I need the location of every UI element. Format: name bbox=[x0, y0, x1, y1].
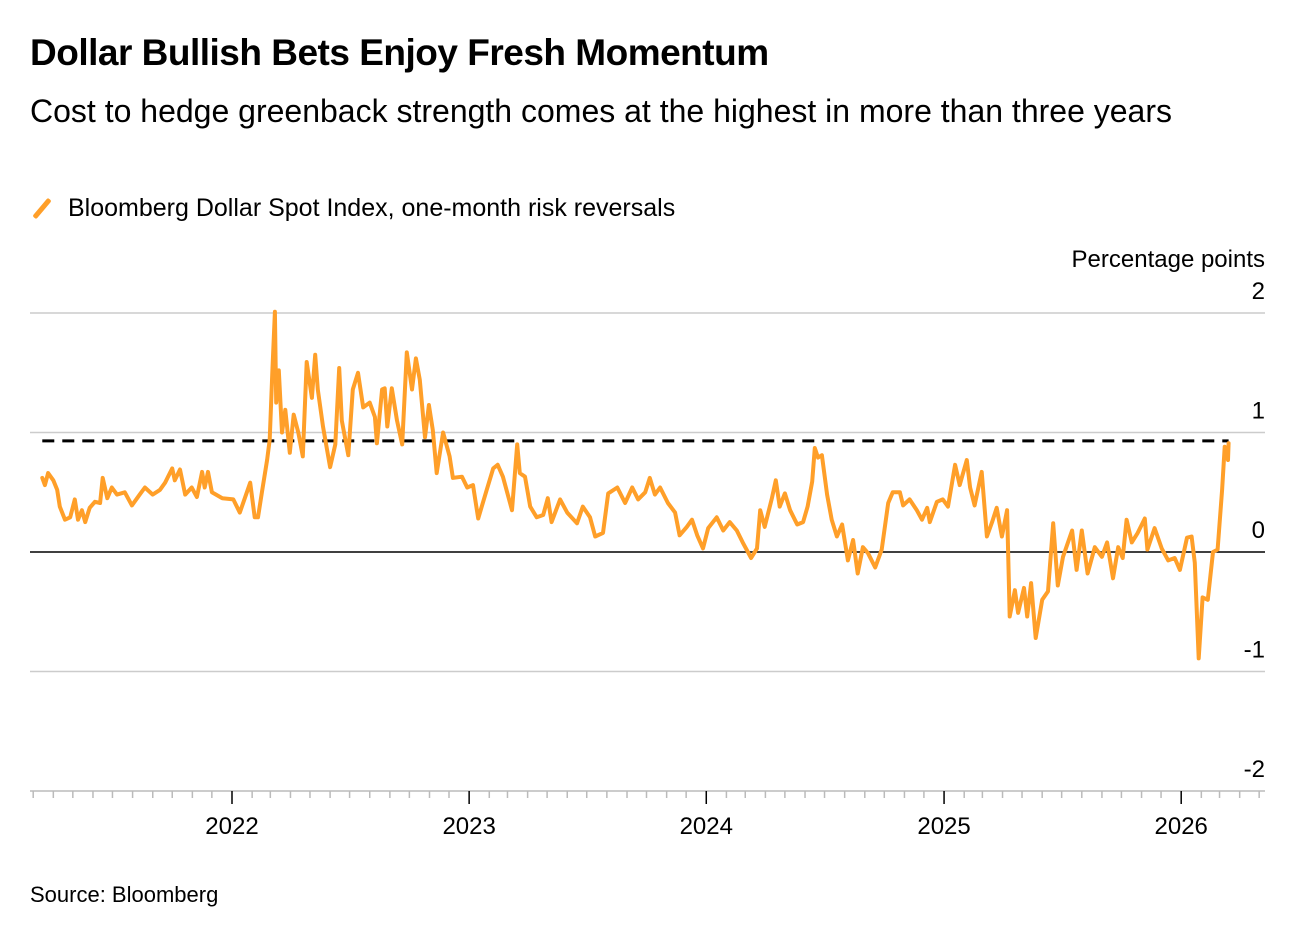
legend-label: Bloomberg Dollar Spot Index, one-month r… bbox=[68, 194, 676, 222]
chart-subtitle: Cost to hedge greenback strength comes a… bbox=[30, 93, 1172, 129]
y-tick-label: -2 bbox=[1244, 756, 1265, 783]
y-tick-label: -1 bbox=[1244, 637, 1265, 664]
source-note: Source: Bloomberg bbox=[30, 882, 219, 907]
series-line bbox=[40, 309, 1231, 661]
y-tick-label: 2 bbox=[1252, 278, 1265, 305]
y-tick-label: 1 bbox=[1252, 398, 1265, 425]
x-tick-label: 2023 bbox=[442, 813, 495, 840]
x-tick-label: 2026 bbox=[1155, 813, 1208, 840]
x-tick-label: 2024 bbox=[680, 813, 733, 840]
y-tick-label: 0 bbox=[1252, 517, 1265, 544]
chart-title: Dollar Bullish Bets Enjoy Fresh Momentum bbox=[30, 32, 769, 73]
x-tick-label: 2025 bbox=[917, 813, 970, 840]
y-axis-label: Percentage points bbox=[1072, 246, 1265, 273]
legend: Bloomberg Dollar Spot Index, one-month r… bbox=[30, 194, 675, 223]
x-tick-label: 2022 bbox=[205, 813, 258, 840]
